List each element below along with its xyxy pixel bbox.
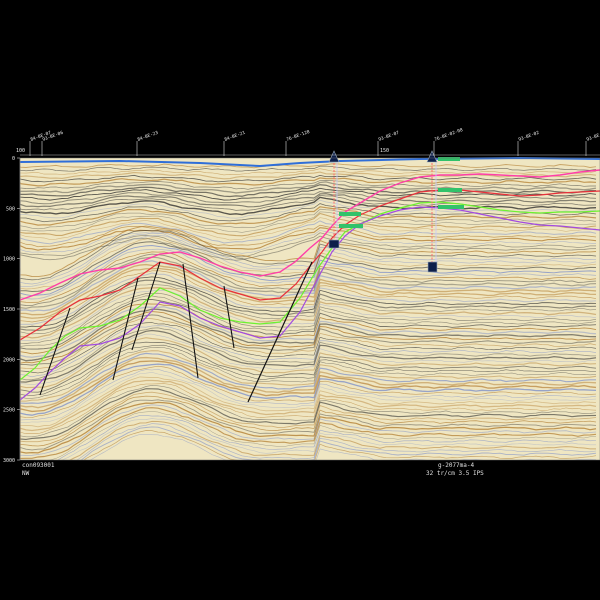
line-name-label: con093001 <box>22 462 55 469</box>
interpreted-horizons <box>20 169 600 401</box>
seismic-reflection-texture <box>20 163 597 460</box>
time-axis: 0 500 1000 1500 2000 2500 3000 <box>3 156 21 464</box>
trace-start-label: 100 <box>16 148 25 154</box>
time-tick-label: 2500 <box>3 408 15 414</box>
crossing-line-label[interactable]: 93-BE-12 <box>586 130 600 143</box>
crossing-line-label[interactable]: 84-BE-23 <box>137 130 160 143</box>
display-scale-label: 32 tr/cm 3.5 IPS <box>426 470 484 477</box>
horizon-purple[interactable] <box>20 206 600 401</box>
crossing-line-label[interactable]: 76-BE-02-08 <box>434 127 464 143</box>
interpreted-faults <box>39 261 313 403</box>
color-map-label: g-2077ma-4 <box>438 462 475 469</box>
well-tag <box>438 157 460 161</box>
crossing-line-label[interactable]: 76-BE-128 <box>286 129 311 143</box>
crossing-line-label[interactable]: 84-BE-21 <box>224 130 247 143</box>
fault-line[interactable] <box>112 277 139 381</box>
horizon-pink[interactable] <box>20 169 600 301</box>
well-left[interactable] <box>328 150 363 249</box>
well-tag <box>438 188 462 192</box>
well-tag <box>339 224 363 228</box>
seafloor-reflector <box>19 156 600 168</box>
fault-line[interactable] <box>39 307 71 396</box>
well-marker-bottom-icon <box>427 261 438 273</box>
crossing-line-label[interactable]: 93-BE-02 <box>518 130 541 143</box>
trace-mid-label: 150 <box>380 148 389 154</box>
horizon-green[interactable] <box>20 201 600 381</box>
time-tick-label: 0 <box>12 156 15 162</box>
fault-line[interactable] <box>247 261 313 403</box>
time-tick-label: 1500 <box>3 307 15 313</box>
time-tick-label: 2000 <box>3 357 15 363</box>
fault-line[interactable] <box>223 285 235 349</box>
direction-label: NW <box>22 470 30 477</box>
well-tag <box>438 205 464 209</box>
time-tick-label: 500 <box>6 206 15 212</box>
well-tag <box>339 212 361 216</box>
well-marker-top-icon <box>426 150 438 163</box>
well-right[interactable] <box>426 150 464 273</box>
time-tick-label: 3000 <box>3 458 15 464</box>
crossing-line-label[interactable]: 93-BE-07 <box>378 130 401 143</box>
time-tick-label: 1000 <box>3 257 15 263</box>
well-marker-top-icon <box>328 150 340 163</box>
well-marker-bottom-icon <box>328 239 340 249</box>
fault-line[interactable] <box>182 263 199 379</box>
well-markers <box>328 150 464 273</box>
fault-line[interactable] <box>131 261 161 351</box>
horizon-red[interactable] <box>20 189 600 341</box>
